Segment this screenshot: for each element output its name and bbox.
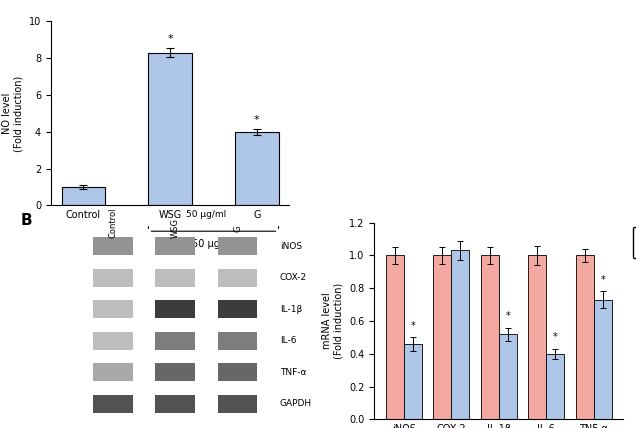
Bar <box>93 237 133 255</box>
Bar <box>218 237 258 255</box>
Bar <box>155 269 195 287</box>
Bar <box>155 300 195 318</box>
Bar <box>148 53 192 205</box>
Y-axis label: NO level
(Fold induction): NO level (Fold induction) <box>2 75 24 152</box>
Bar <box>155 363 195 381</box>
Text: WSG: WSG <box>171 218 180 238</box>
Bar <box>529 256 546 419</box>
Bar <box>155 332 195 350</box>
Text: GAPDH: GAPDH <box>280 399 312 408</box>
Bar <box>404 344 422 419</box>
Bar <box>93 300 133 318</box>
Text: IL-1β: IL-1β <box>280 305 302 314</box>
Bar <box>433 256 452 419</box>
Bar <box>93 363 133 381</box>
Text: Control: Control <box>109 207 118 238</box>
Bar <box>218 269 258 287</box>
Bar <box>594 300 612 419</box>
Bar <box>218 395 258 413</box>
Bar <box>546 354 564 419</box>
Text: TNF-α: TNF-α <box>280 368 307 377</box>
Bar <box>499 334 517 419</box>
Bar <box>452 250 469 419</box>
Bar <box>155 395 195 413</box>
Text: iNOS: iNOS <box>280 242 302 251</box>
Bar <box>235 132 279 205</box>
Bar <box>218 332 258 350</box>
Bar <box>218 363 258 381</box>
Text: 50 μg/ml: 50 μg/ml <box>186 210 226 219</box>
Text: COX-2: COX-2 <box>280 273 307 282</box>
Bar <box>218 300 258 318</box>
Text: 50 μg/ml: 50 μg/ml <box>192 240 235 250</box>
Text: *: * <box>506 311 510 321</box>
Bar <box>93 269 133 287</box>
Legend: WSG treatment, G treatment: WSG treatment, G treatment <box>633 227 636 258</box>
Text: *: * <box>254 116 259 125</box>
Text: IL-6: IL-6 <box>280 336 296 345</box>
Text: B: B <box>21 213 32 228</box>
Text: *: * <box>167 34 173 45</box>
Text: *: * <box>553 332 558 342</box>
Y-axis label: mRNA level
(Fold induction): mRNA level (Fold induction) <box>322 283 343 359</box>
Bar <box>62 187 105 205</box>
Bar <box>155 237 195 255</box>
Bar <box>93 395 133 413</box>
Text: *: * <box>600 275 605 285</box>
Text: G: G <box>233 225 242 232</box>
Bar <box>93 332 133 350</box>
Text: *: * <box>410 321 415 331</box>
Bar <box>385 256 404 419</box>
Bar <box>576 256 594 419</box>
Bar <box>481 256 499 419</box>
